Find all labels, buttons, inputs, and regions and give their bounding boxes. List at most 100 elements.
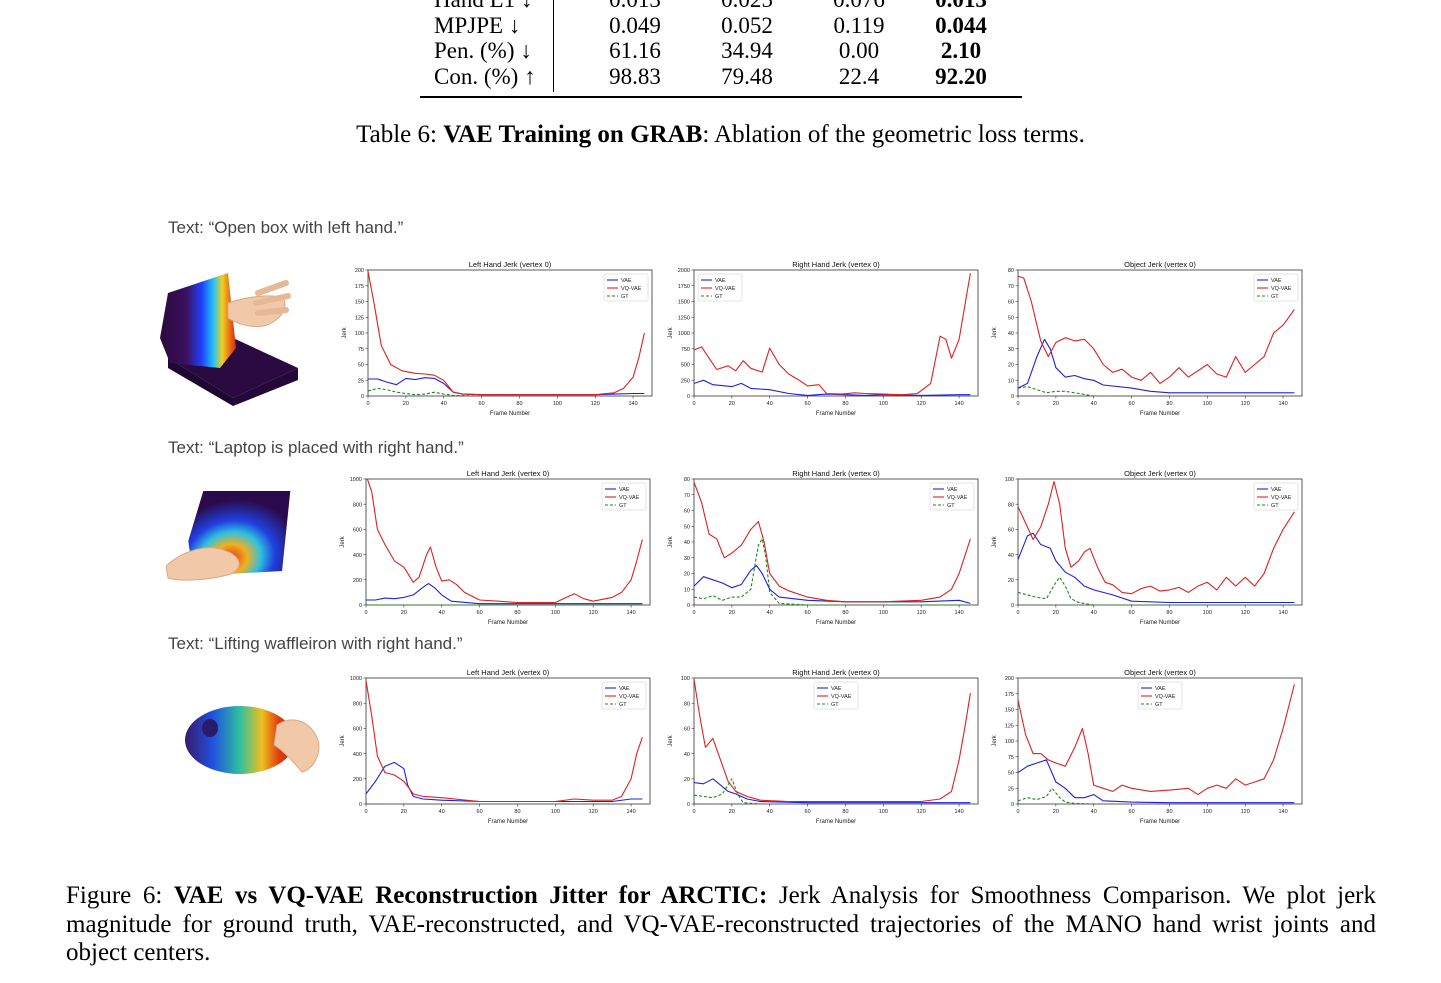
y-tick-label: 0: [359, 802, 362, 808]
cell: 61.16: [609, 38, 661, 63]
y-tick-label: 40: [1008, 331, 1014, 337]
x-tick-label: 140: [1278, 401, 1287, 407]
table-caption: Table 6: VAE Training on GRAB: Ablation …: [0, 121, 1441, 149]
y-tick-label: 20: [1008, 363, 1014, 369]
x-tick-label: 140: [954, 401, 963, 407]
vqvae-series-line: [694, 482, 971, 603]
vae-series-line: [1018, 338, 1295, 394]
laptop-render-image: [165, 486, 301, 591]
row-label: Con. (%) ↑: [434, 64, 536, 89]
cell: 0.119: [833, 13, 885, 38]
gt-series-line: [1018, 386, 1295, 396]
cell: 0.052: [721, 13, 773, 38]
x-tick-label: 60: [805, 401, 811, 407]
legend-label: VQ-VAE: [1271, 286, 1292, 292]
legend-box: [601, 681, 647, 710]
y-tick-label: 80: [684, 477, 690, 483]
y-tick-label: 20: [684, 572, 690, 578]
y-tick-label: 0: [687, 394, 690, 400]
legend-label: GT: [619, 702, 627, 708]
y-tick-label: 1500: [678, 300, 690, 306]
left-hand-jerk-plot: Left Hand Jerk (vertex 0) 0 200 400 600 800 10…: [336, 666, 656, 826]
x-tick-label: 60: [1129, 610, 1135, 616]
legend-label: VQ-VAE: [715, 286, 736, 292]
plot-title: Left Hand Jerk (vertex 0): [467, 469, 550, 478]
x-tick-label: 20: [729, 809, 735, 815]
y-tick-label: 40: [1008, 553, 1014, 559]
x-tick-label: 80: [842, 809, 848, 815]
y-tick-label: 50: [684, 524, 690, 530]
y-tick-label: 400: [353, 752, 362, 758]
x-tick-label: 0: [366, 401, 369, 407]
x-tick-label: 120: [1241, 401, 1250, 407]
y-tick-label: 0: [361, 394, 364, 400]
vqvae-series-line: [694, 679, 971, 803]
x-tick-label: 140: [954, 809, 963, 815]
x-tick-label: 0: [1016, 809, 1019, 815]
y-tick-label: 60: [684, 727, 690, 733]
waffleiron-render-image: [182, 700, 322, 785]
y-axis-label: Jerk: [342, 326, 348, 338]
legend-box: [929, 482, 975, 511]
y-tick-label: 25: [358, 378, 364, 384]
vae-series-line: [366, 761, 643, 803]
x-tick-label: 120: [917, 809, 926, 815]
y-tick-label: 100: [1005, 739, 1014, 745]
legend-label: VAE: [947, 487, 958, 493]
vqvae-series-line: [366, 479, 643, 604]
x-axis-label: Frame Number: [816, 411, 856, 417]
legend-label: VAE: [1155, 686, 1166, 692]
x-axis-label: Frame Number: [488, 620, 528, 626]
row-prompt-text: Text: “Laptop is placed with right hand.…: [168, 438, 464, 457]
vqvae-series-line: [366, 680, 643, 803]
x-axis-label: Frame Number: [816, 620, 856, 626]
row-prompt-text: Text: “Open box with left hand.”: [168, 218, 404, 237]
vqvae-series-line: [694, 273, 971, 396]
y-tick-label: 1000: [350, 477, 362, 483]
gt-series-line: [694, 778, 971, 804]
x-tick-label: 100: [1203, 809, 1212, 815]
cell-best: 2.10: [940, 38, 982, 63]
x-tick-label: 60: [1129, 809, 1135, 815]
x-tick-label: 60: [805, 809, 811, 815]
x-tick-label: 120: [1241, 809, 1250, 815]
x-tick-label: 100: [551, 610, 560, 616]
y-tick-label: 750: [681, 347, 690, 353]
table-divider: [553, 0, 554, 92]
cell: 0.00: [838, 38, 880, 63]
cell: 79.48: [721, 64, 773, 89]
x-tick-label: 120: [917, 610, 926, 616]
cell: 98.83: [609, 64, 661, 89]
y-tick-label: 125: [355, 315, 364, 321]
y-tick-label: 50: [1008, 771, 1014, 777]
y-tick-label: 40: [684, 540, 690, 546]
y-tick-label: 1250: [678, 315, 690, 321]
legend-label: VQ-VAE: [621, 286, 642, 292]
x-tick-label: 20: [1053, 809, 1059, 815]
x-tick-label: 60: [477, 809, 483, 815]
legend-label: GT: [831, 702, 839, 708]
object-jerk-plot: Object Jerk (vertex 0) 0 10 20 30 40 50 60 70 80 0…: [988, 258, 1308, 418]
x-tick-label: 140: [626, 809, 635, 815]
x-tick-label: 20: [401, 610, 407, 616]
y-tick-label: 25: [1008, 786, 1014, 792]
y-tick-label: 0: [1011, 802, 1014, 808]
vae-series-line: [1018, 759, 1295, 804]
x-tick-label: 100: [1203, 401, 1212, 407]
plot-title: Left Hand Jerk (vertex 0): [469, 260, 552, 269]
y-tick-label: 1000: [678, 331, 690, 337]
legend-label: VAE: [831, 686, 842, 692]
legend-label: VAE: [619, 487, 630, 493]
y-tick-label: 50: [358, 363, 364, 369]
x-tick-label: 60: [477, 610, 483, 616]
y-tick-label: 10: [684, 587, 690, 593]
object-jerk-plot: Object Jerk (vertex 0) 0 25 50 75 100 125 150 17…: [988, 666, 1308, 826]
legend-box: [697, 273, 743, 302]
y-axis-label: Jerk: [340, 535, 346, 547]
plot-title: Right Hand Jerk (vertex 0): [792, 469, 880, 478]
y-tick-label: 175: [355, 284, 364, 290]
x-tick-label: 140: [1278, 809, 1287, 815]
cell: 22.4: [838, 64, 880, 89]
plot-svg: Object Jerk (vertex 0) 0 20 40 60 80 100 0 20 40 6…: [992, 469, 1303, 626]
plot-svg: Left Hand Jerk (vertex 0)020040060080010…: [340, 469, 651, 626]
